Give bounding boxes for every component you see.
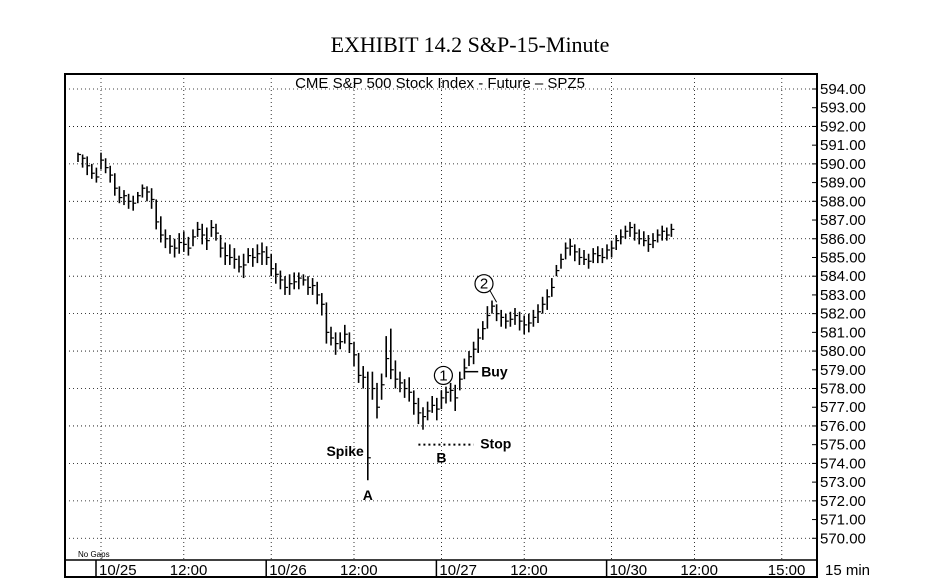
buy-label: Buy xyxy=(481,364,508,380)
y-tick-label: 580.00 xyxy=(820,343,866,360)
y-tick-label: 572.00 xyxy=(820,493,866,510)
y-tick-label: 589.00 xyxy=(820,175,866,192)
y-tick-label: 594.00 xyxy=(820,81,866,98)
interval-label: 15 min xyxy=(825,562,870,579)
circle-2-leader xyxy=(489,290,498,303)
y-tick-label: 573.00 xyxy=(820,474,866,491)
price-bars xyxy=(77,152,675,481)
circle-2-label: 2 xyxy=(480,276,488,293)
x-tick-label: 10/27 xyxy=(439,562,477,579)
x-tick-label: 10/25 xyxy=(99,562,137,579)
circle-1-marker xyxy=(433,365,453,386)
y-tick-label: 593.00 xyxy=(820,100,866,117)
x-tick-label: 10/26 xyxy=(269,562,307,579)
stop-label: Stop xyxy=(480,436,511,452)
x-tick-label: 15:00 xyxy=(768,562,806,579)
plot-frame xyxy=(64,73,818,578)
point-a-label: A xyxy=(363,487,373,503)
point-b-label: B xyxy=(436,450,446,466)
x-tick-label: 10/30 xyxy=(610,562,648,579)
y-tick-label: 582.00 xyxy=(820,306,866,323)
y-tick-label: 570.00 xyxy=(820,530,866,547)
x-tick-label: 12:00 xyxy=(680,562,718,579)
y-tick-label: 586.00 xyxy=(820,231,866,248)
spike-label: Spike xyxy=(326,443,364,459)
y-tick-label: 577.00 xyxy=(820,399,866,416)
y-tick-label: 575.00 xyxy=(820,437,866,454)
chart-title: CME S&P 500 Stock Index - Future – SPZ5 xyxy=(295,75,585,92)
y-tick-label: 578.00 xyxy=(820,381,866,398)
x-tick-label: 12:00 xyxy=(340,562,378,579)
y-tick-label: 588.00 xyxy=(820,193,866,210)
y-tick-label: 571.00 xyxy=(820,512,866,529)
y-tick-label: 592.00 xyxy=(820,118,866,135)
exhibit-title: EXHIBIT 14.2 S&P-15-Minute xyxy=(330,32,610,57)
x-tick-label: 12:00 xyxy=(510,562,548,579)
annotations: Spike A Stop B 1 Buy 2 xyxy=(326,274,511,503)
y-tick-label: 590.00 xyxy=(820,156,866,173)
y-tick-label: 579.00 xyxy=(820,362,866,379)
y-tick-label: 574.00 xyxy=(820,455,866,472)
y-tick-label: 584.00 xyxy=(820,268,866,285)
circle-2-marker xyxy=(474,274,494,294)
circle-1-label: 1 xyxy=(439,367,447,384)
y-tick-label: 587.00 xyxy=(820,212,866,229)
y-tick-label: 581.00 xyxy=(820,324,866,341)
y-tick-label: 583.00 xyxy=(820,287,866,304)
y-tick-label: 585.00 xyxy=(820,249,866,266)
y-tick-label: 591.00 xyxy=(820,137,866,154)
no-gaps-label: No Gaps xyxy=(78,550,110,559)
x-axis: 10/25 12:00 10/26 12:00 10/27 12:00 10/30 12:00… xyxy=(95,560,806,579)
x-tick-label: 12:00 xyxy=(170,562,208,579)
y-tick-label: 576.00 xyxy=(820,418,866,435)
grid xyxy=(65,74,817,560)
